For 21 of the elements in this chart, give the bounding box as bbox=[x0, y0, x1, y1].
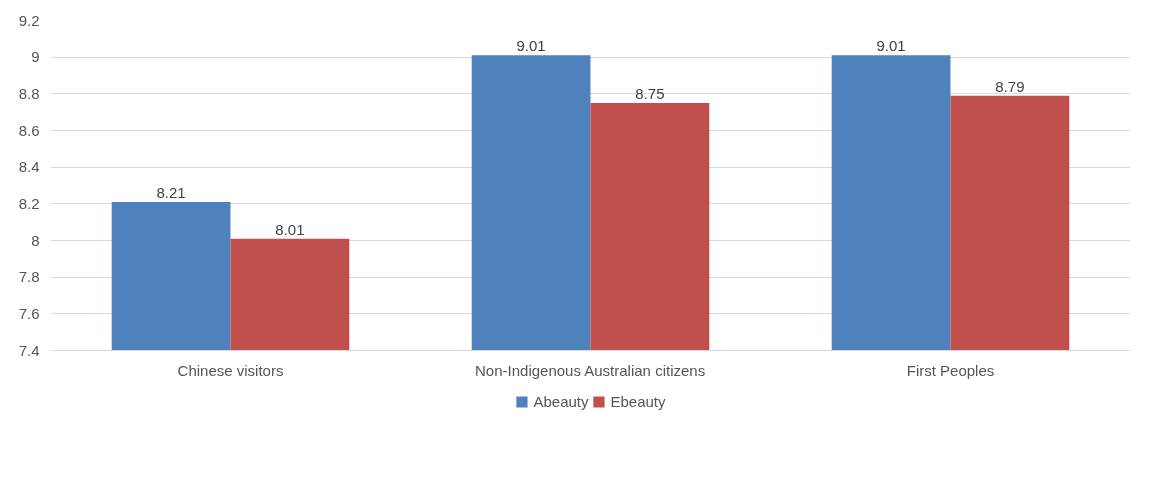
y-tick-label: 7.6 bbox=[18, 304, 40, 322]
y-tick-label: 8.6 bbox=[18, 121, 40, 139]
data-label: 8.79 bbox=[995, 77, 1025, 95]
y-tick-label: 9 bbox=[31, 48, 40, 66]
y-tick-label: 8.8 bbox=[18, 84, 40, 102]
data-label: 8.01 bbox=[275, 220, 305, 238]
y-tick-label: 8.2 bbox=[18, 194, 40, 212]
data-label: 8.75 bbox=[635, 85, 665, 102]
legend-label: Abeauty bbox=[533, 392, 589, 410]
x-tick-label: Chinese visitors bbox=[177, 361, 284, 379]
x-tick-label: Non-Indigenous Australian citizens bbox=[475, 361, 706, 379]
legend-label: Ebeauty bbox=[610, 392, 666, 410]
y-tick-label: 8.4 bbox=[18, 158, 40, 176]
y-tick-label: 7.4 bbox=[18, 341, 40, 359]
y-tick-label: 7.8 bbox=[18, 268, 40, 286]
data-label: 9.01 bbox=[516, 37, 546, 55]
y-tick-label: 8 bbox=[31, 231, 40, 249]
y-tick-label: 9.2 bbox=[18, 11, 40, 29]
x-tick-label: First Peoples bbox=[906, 361, 995, 379]
data-label: 8.21 bbox=[156, 184, 186, 201]
data-label: 9.01 bbox=[876, 37, 906, 55]
